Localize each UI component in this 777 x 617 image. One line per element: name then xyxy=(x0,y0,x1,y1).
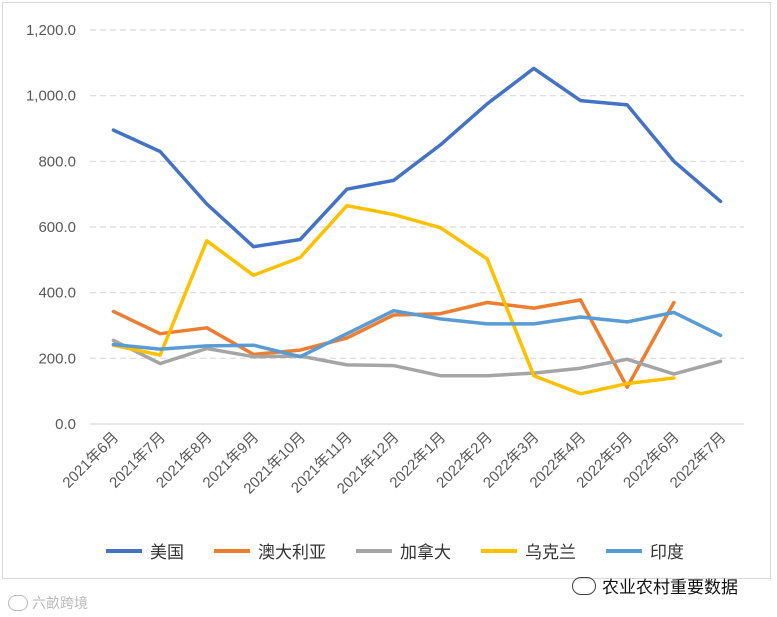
legend-swatch-australia xyxy=(214,548,250,553)
gridlines xyxy=(90,29,744,425)
series-lines xyxy=(111,66,723,396)
legend-item-australia: 澳大利亚 xyxy=(214,538,326,563)
series-line-3 xyxy=(111,203,676,396)
y-tick-label: 1,000.0 xyxy=(26,88,76,105)
watermark-source: 农业农村重要数据 xyxy=(572,573,738,598)
y-tick-label: 600.0 xyxy=(38,219,76,236)
chart-frame: 0.0 200.0 400.0 600.0 800.0 1,000.0 1,200.0 20… xyxy=(2,2,771,579)
legend: 美国 澳大利亚 加拿大 乌克兰 印度 xyxy=(106,538,684,563)
legend-item-canada: 加拿大 xyxy=(356,538,451,563)
legend-label-canada: 加拿大 xyxy=(400,543,451,562)
y-tick-label: 200.0 xyxy=(38,350,76,367)
legend-label-india: 印度 xyxy=(650,543,684,562)
series-line-4 xyxy=(111,308,723,359)
legend-item-india: 印度 xyxy=(606,538,684,563)
wechat-icon xyxy=(572,576,596,595)
legend-label-australia: 澳大利亚 xyxy=(258,543,326,562)
y-axis-ticks: 0.0 200.0 400.0 600.0 800.0 1,000.0 1,200.0 xyxy=(26,22,76,433)
legend-swatch-india xyxy=(606,548,642,553)
legend-swatch-ukraine xyxy=(481,548,517,553)
legend-label-ukraine: 乌克兰 xyxy=(525,543,576,562)
series-line-1 xyxy=(111,298,676,389)
wechat-icon-faint xyxy=(8,595,28,611)
watermark-left-text: 六畝跨境 xyxy=(32,595,88,611)
watermark-left: 六畝跨境 xyxy=(8,593,88,613)
watermark-source-text: 农业农村重要数据 xyxy=(602,578,738,597)
y-tick-label: 1,200.0 xyxy=(26,22,76,39)
legend-swatch-canada xyxy=(356,548,392,553)
legend-swatch-us xyxy=(106,548,142,553)
x-axis-ticks: 2021年6月2021年7月2021年8月2021年9月2021年10月2021… xyxy=(59,429,729,498)
legend-label-us: 美国 xyxy=(150,543,184,562)
y-tick-label: 0.0 xyxy=(55,416,76,433)
line-chart: 0.0 200.0 400.0 600.0 800.0 1,000.0 1,200.0 20… xyxy=(26,22,744,498)
y-tick-label: 800.0 xyxy=(38,153,76,170)
legend-item-us: 美国 xyxy=(106,538,184,563)
series-line-0 xyxy=(111,66,723,249)
series-line-2 xyxy=(111,338,723,378)
y-tick-label: 400.0 xyxy=(38,285,76,302)
legend-item-ukraine: 乌克兰 xyxy=(481,538,576,563)
